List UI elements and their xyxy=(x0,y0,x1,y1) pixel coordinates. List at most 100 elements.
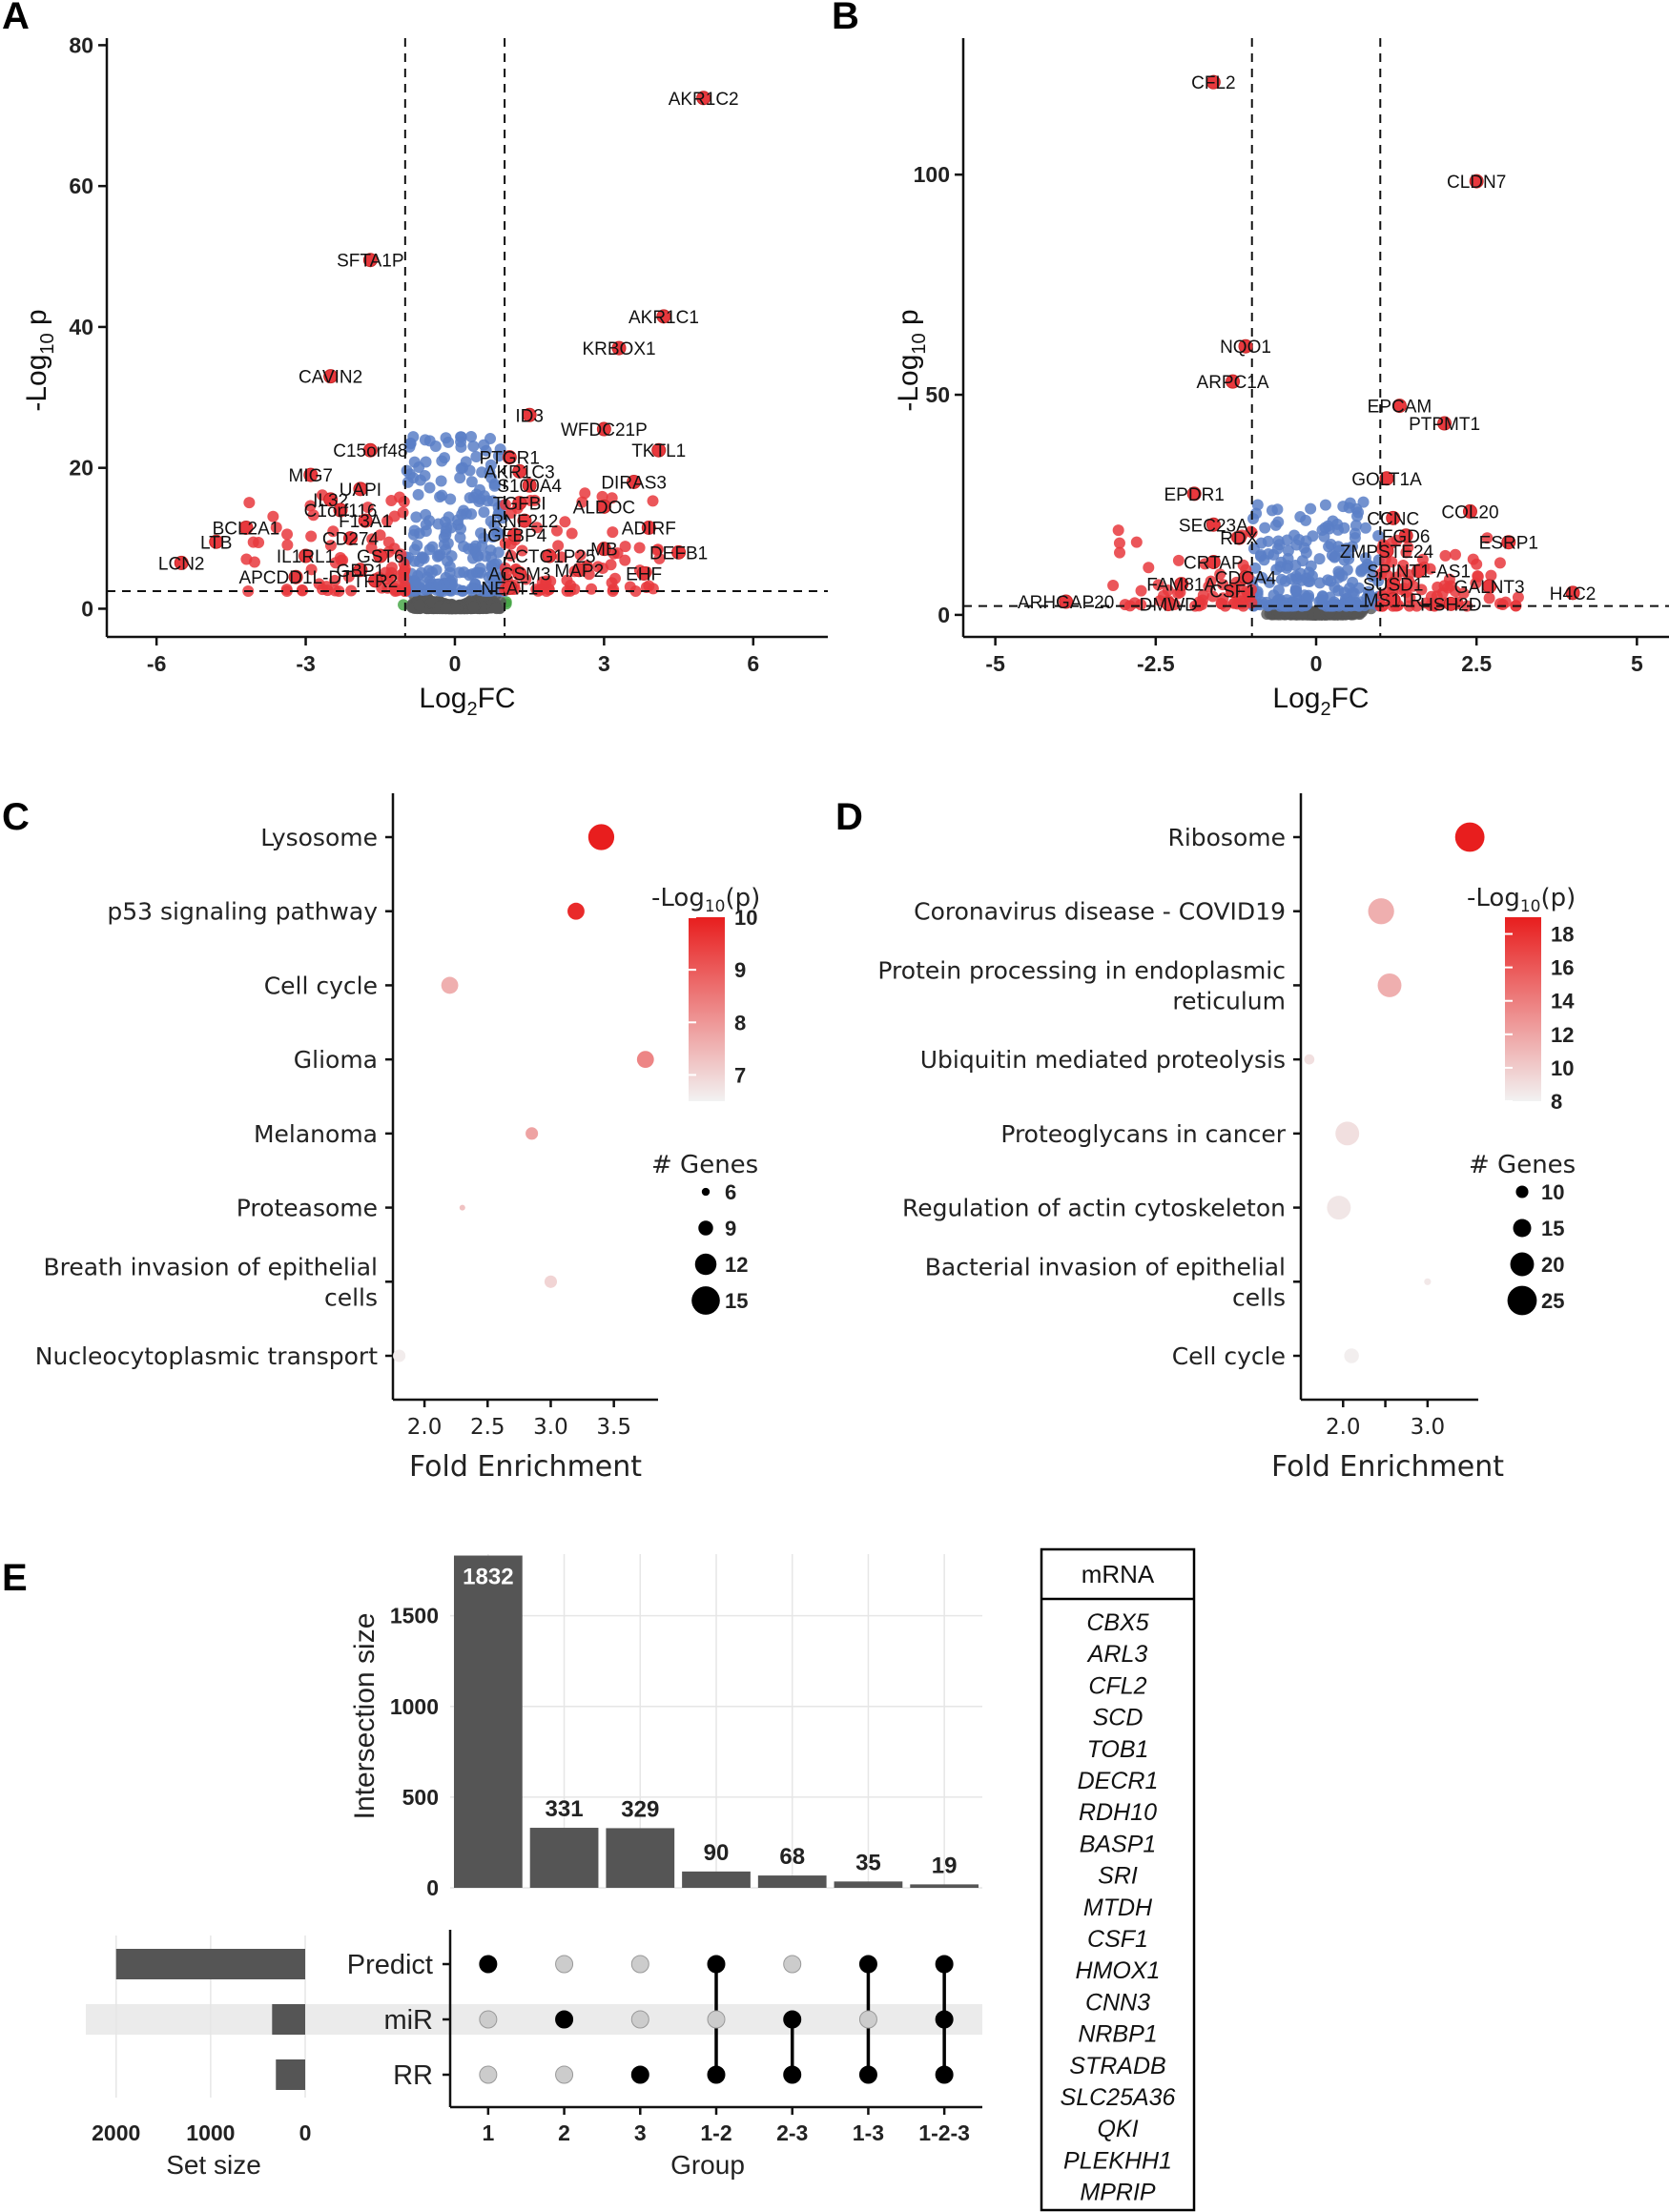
volcano-a-sig-point xyxy=(365,542,378,554)
volcano-a-x-tick-label: 3 xyxy=(598,651,610,676)
upset-matrix-dot xyxy=(479,2065,498,2084)
volcano-b-fc-point xyxy=(1325,575,1337,587)
volcano-a-fc-point xyxy=(402,476,414,488)
upset-set-size-tick-label: 0 xyxy=(299,2120,312,2145)
volcano-b-sig-point xyxy=(1152,579,1164,591)
volcano-a-sig-point xyxy=(329,557,341,569)
volcano-b-sig-point xyxy=(1143,562,1155,574)
volcano-a-sig-point xyxy=(633,542,646,554)
dotplot-c-size-legend-label: 9 xyxy=(725,1217,736,1240)
volcano-b-point-golt1a xyxy=(1379,471,1394,486)
upset-intersection-bars: 0 500 1000 1500 1832 331 329 90 68 35 19 xyxy=(390,1554,982,1900)
volcano-b-sig-point xyxy=(1172,554,1185,566)
volcano-a-point-apcdd1l-dt xyxy=(288,569,303,584)
volcano-b-point-col20 xyxy=(1462,503,1477,519)
volcano-a-point-id3 xyxy=(522,407,537,422)
volcano-b-fc-point xyxy=(1332,523,1345,536)
panel-letter-e: E xyxy=(2,1557,28,1599)
volcano-a-sig-point xyxy=(317,584,329,596)
volcano-a-background-point xyxy=(440,602,452,614)
volcano-a-point-label: TGFBI xyxy=(493,495,546,515)
panel-c: C Lysosome p53 signaling pathway Cell cycl… xyxy=(2,793,760,1484)
upset-bar-value-label: 90 xyxy=(704,1840,730,1866)
volcano-a-y-tick-label: 20 xyxy=(69,456,93,481)
dotplot-c-category-label: Melanoma xyxy=(254,1120,378,1148)
volcano-a-sig-point xyxy=(619,541,631,553)
volcano-a-fc-point xyxy=(483,571,495,584)
dotplot-d-dot xyxy=(1344,1348,1359,1363)
volcano-a-point-cd274 xyxy=(342,531,358,546)
volcano-b-point-ptpmt1 xyxy=(1437,416,1453,431)
volcano-a-sig-point xyxy=(296,584,308,596)
volcano-a-fc-point xyxy=(465,431,478,443)
volcano-a-sig-point xyxy=(606,577,618,589)
volcano-b-fc-point xyxy=(1353,600,1366,612)
volcano-a-sig-point xyxy=(550,524,563,537)
volcano-a-point-label: LTB xyxy=(200,533,232,553)
dotplot-c-category-label: Cell cycle xyxy=(264,972,378,999)
volcano-b-fc-point xyxy=(1329,550,1341,563)
mrna-gene-name: RDH10 xyxy=(1079,1799,1157,1826)
volcano-b-sig-point xyxy=(1485,569,1497,582)
dotplot-c-dot xyxy=(525,1127,539,1140)
upset-group-label: 2-3 xyxy=(776,2120,808,2145)
volcano-b-point-csf1 xyxy=(1226,584,1241,599)
volcano-a-point-label: C15orf48 xyxy=(333,441,407,461)
volcano-a-x-tick-label: 6 xyxy=(747,651,759,676)
dotplot-c-category-label: cells xyxy=(324,1283,378,1311)
volcano-b-y-tick-label: 100 xyxy=(914,162,950,187)
dotplot-c-dot xyxy=(393,1349,406,1362)
volcano-a-point-label: DIRAS3 xyxy=(601,473,667,493)
volcano-a-fc-point xyxy=(455,522,467,535)
volcano-a-fc-point xyxy=(480,550,492,563)
volcano-b-y-tick-label: 0 xyxy=(938,603,950,627)
volcano-b-sig-point xyxy=(1415,584,1428,596)
volcano-a-point-adirf xyxy=(641,520,656,535)
upset-bar xyxy=(910,1884,979,1888)
volcano-b-sig-point xyxy=(1499,596,1512,608)
svg-text:Intersection size: Intersection size xyxy=(349,1613,381,1820)
volcano-b-fc-point xyxy=(1289,584,1302,597)
volcano-b-point-cldn7 xyxy=(1469,174,1484,189)
volcano-a-x-axis-label: Log2FC xyxy=(419,683,515,720)
volcano-b-fc-point xyxy=(1355,565,1368,578)
volcano-a-point-label: PTGR1 xyxy=(480,449,540,469)
volcano-a-point-akr1c3 xyxy=(512,463,527,479)
volcano-a-point-label: APCDD1L-DT xyxy=(238,568,353,588)
volcano-b-point-label: SEC23A xyxy=(1179,516,1248,536)
upset-bar xyxy=(757,1875,827,1888)
mrna-gene-name: CFL2 xyxy=(1088,1672,1146,1699)
volcano-a-sig-point xyxy=(253,536,265,548)
mrna-gene-name: PLEKHH1 xyxy=(1063,2147,1172,2174)
volcano-b-point-ms11r xyxy=(1386,592,1401,607)
volcano-b-point-label: HSH2D xyxy=(1420,595,1481,615)
volcano-a-fc-point xyxy=(455,440,467,453)
volcano-a-sig-point xyxy=(653,552,666,564)
volcano-a-point-label: WFDC21P xyxy=(561,420,648,440)
upset-matrix-dot xyxy=(707,2010,726,2029)
volcano-a-sig-point xyxy=(591,561,604,573)
volcano-a-sig-point xyxy=(398,496,410,508)
volcano-b-sig-point xyxy=(1432,599,1445,611)
volcano-a-fc-point xyxy=(476,466,488,479)
volcano-a-fc-point xyxy=(404,438,417,450)
upset-bar-value-label: 68 xyxy=(779,1844,805,1870)
volcano-b-fc-point xyxy=(1282,560,1294,572)
volcano-a-point-aldoc xyxy=(596,499,611,514)
panel-letter-d: D xyxy=(835,796,863,838)
dotplot-d-category-label: Proteoglycans in cancer xyxy=(1000,1120,1286,1148)
upset-matrix-dot xyxy=(555,1955,574,1974)
volcano-b-point-label: PTPMT1 xyxy=(1409,415,1480,435)
volcano-b-point-label: ESRP1 xyxy=(1479,534,1538,554)
upset-bar xyxy=(453,1555,523,1888)
upset-bar-value-label: 329 xyxy=(621,1796,659,1822)
volcano-b-sig-point xyxy=(1457,587,1470,600)
volcano-a-fc-point xyxy=(435,475,447,487)
volcano-b-point-label: DMWD xyxy=(1140,595,1198,615)
dotplot-c-category-label: Lysosome xyxy=(260,824,378,851)
volcano-a-sig-point xyxy=(555,551,567,563)
volcano-b-fc-point xyxy=(1325,538,1337,550)
volcano-a-point-label: ID3 xyxy=(515,406,544,426)
volcano-b-fc-point xyxy=(1288,529,1301,542)
